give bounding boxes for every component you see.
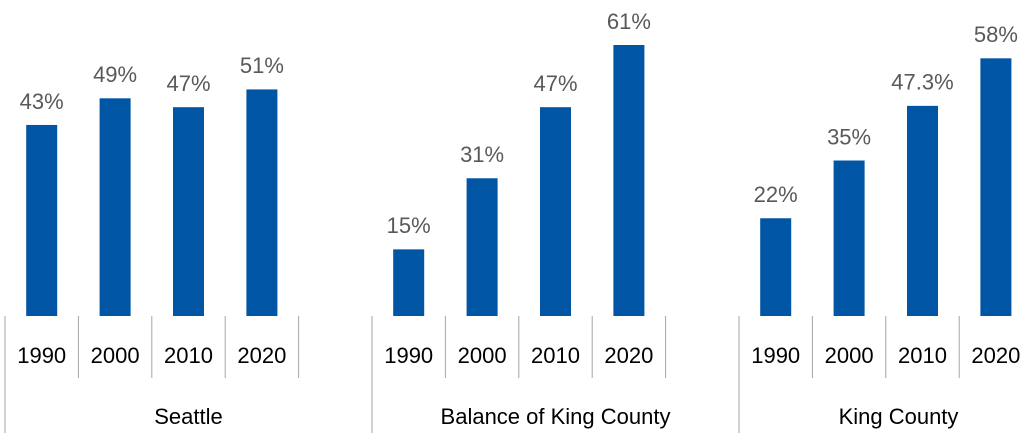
x-tick-label: 2010 [164,343,213,368]
x-tick-label: 2020 [237,343,286,368]
value-label: 61% [607,9,651,34]
bar [173,107,204,317]
group-label: King County [839,404,959,429]
x-tick-label: 1990 [751,343,800,368]
value-label: 47% [533,71,577,96]
value-label: 49% [93,62,137,87]
bar [393,249,425,316]
bar [540,107,571,317]
x-tick-label: 2000 [91,343,140,368]
value-label: 47% [166,71,210,96]
bar [246,89,278,316]
value-label: 22% [754,182,798,207]
value-label: 35% [827,124,871,149]
value-label: 51% [240,53,284,78]
bar [833,160,865,316]
x-tick-label: 2000 [825,343,874,368]
bar [907,105,938,316]
x-tick-label: 2010 [898,343,947,368]
x-tick-label: 2000 [458,343,507,368]
x-tick-label: 2010 [531,343,580,368]
bar [466,178,498,316]
bar [26,124,58,316]
bar [760,218,792,316]
group-label: Seattle [154,404,223,429]
bar [613,45,645,316]
value-label: 58% [974,22,1018,47]
x-tick-label: 1990 [17,343,66,368]
x-tick-label: 1990 [384,343,433,368]
x-tick-label: 2020 [971,343,1020,368]
value-label: 47.3% [891,70,953,95]
value-label: 43% [20,89,64,114]
bar [980,58,1012,316]
bar [99,98,131,316]
x-tick-label: 2020 [604,343,653,368]
value-label: 31% [460,142,504,167]
value-label: 15% [387,213,431,238]
group-label: Balance of King County [441,404,671,429]
